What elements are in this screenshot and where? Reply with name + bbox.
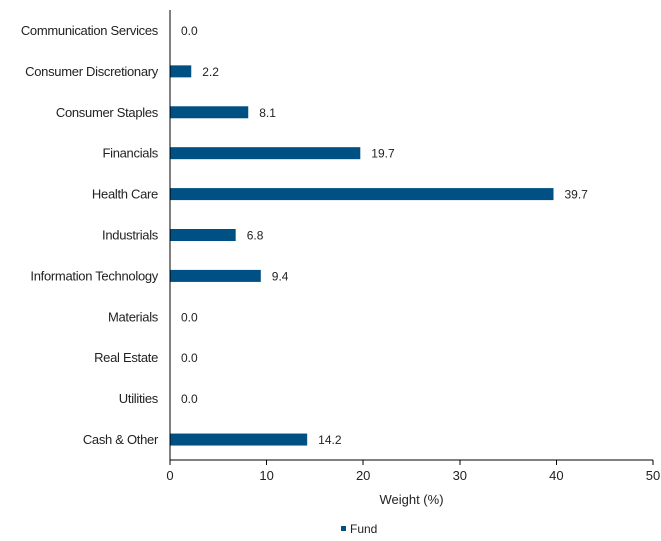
data-label: 8.1 [259,106,276,120]
bar [170,106,249,119]
x-tick-label: 0 [166,468,173,483]
category-label: Financials [102,146,158,161]
data-label: 0.0 [181,24,198,38]
x-tick-label: 50 [646,468,660,483]
category-label: Communication Services [21,23,159,38]
bar [170,188,554,201]
x-tick-label: 20 [356,468,370,483]
category-label: Materials [108,309,159,324]
category-label: Information Technology [30,268,158,283]
data-label: 2.2 [202,65,219,79]
value-labels: 0.0 2.2 8.1 19.7 39.7 6.8 9.4 0.0 0.0 0.0 14.2 [181,24,588,447]
data-label: 0.0 [181,310,198,324]
category-label: Health Care [92,187,158,202]
x-tick-label: 30 [453,468,467,483]
x-tick-label: 10 [259,468,273,483]
category-label: Consumer Staples [56,105,159,120]
category-label: Consumer Discretionary [25,64,159,79]
data-label: 19.7 [371,147,395,161]
x-axis-ticks: 0 10 20 30 40 50 [166,460,660,483]
legend-label-fund: Fund [350,522,377,536]
bar [170,433,308,446]
category-labels: Communication Services Consumer Discretio… [21,23,159,447]
category-label: Industrials [102,228,159,243]
data-label: 0.0 [181,351,198,365]
category-label: Real Estate [94,350,158,365]
bar [170,147,361,160]
data-label: 6.8 [247,229,264,243]
bar [170,269,261,282]
data-label: 9.4 [272,269,289,283]
legend: Fund [341,522,377,536]
bar [170,65,192,78]
category-label: Utilities [119,391,159,406]
legend-swatch-fund [341,526,346,531]
x-tick-label: 40 [549,468,563,483]
category-label: Cash & Other [83,432,159,447]
bar [170,229,236,241]
data-label: 0.0 [181,392,198,406]
x-axis-title: Weight (%) [379,492,443,507]
data-label: 39.7 [565,188,589,202]
data-label: 14.2 [318,433,342,447]
bars [170,65,554,446]
